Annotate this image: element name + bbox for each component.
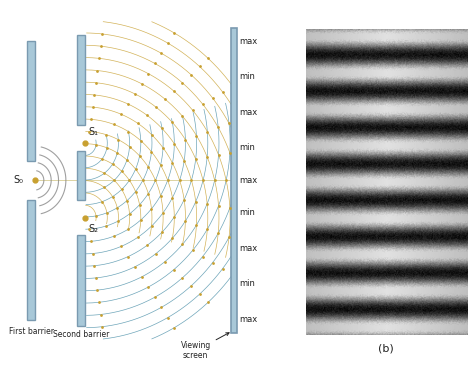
Text: min: min [239,144,255,152]
Text: S₀: S₀ [13,175,23,185]
Text: max: max [239,315,257,324]
Bar [231,28,237,333]
Text: First barrier: First barrier [9,327,54,336]
Bar [27,200,35,319]
Bar [77,151,85,200]
Text: min: min [239,279,255,289]
Bar [77,236,85,326]
Text: Viewing
screen: Viewing screen [181,333,229,360]
Bar [27,41,35,161]
Text: min: min [239,208,255,217]
Text: S₁: S₁ [89,127,99,137]
Text: max: max [239,108,257,117]
Bar [77,35,85,125]
Text: S₂: S₂ [89,224,99,234]
Text: min: min [239,72,255,81]
Text: max: max [239,244,257,253]
Text: max: max [239,176,257,185]
Text: max: max [239,36,257,46]
Text: (b): (b) [378,344,394,354]
Text: Second barrier: Second barrier [53,330,109,339]
